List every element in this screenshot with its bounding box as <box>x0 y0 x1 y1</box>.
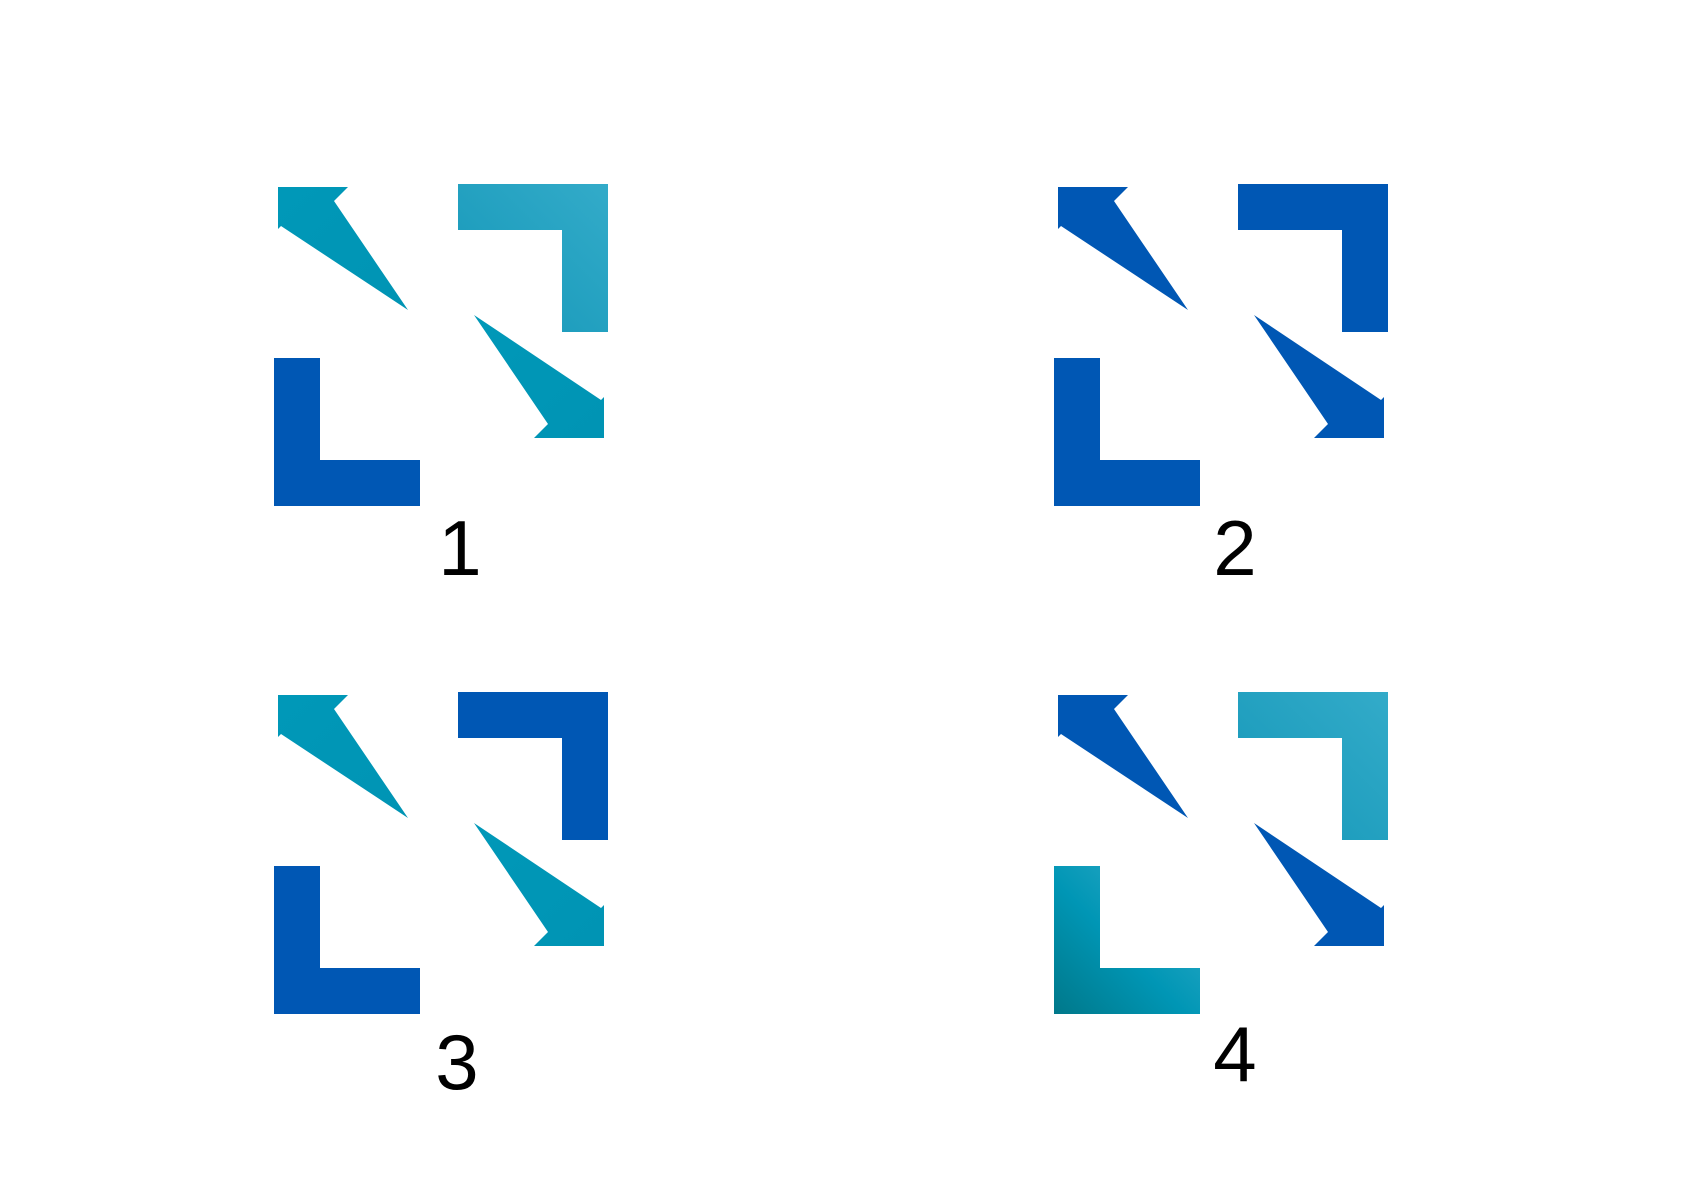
bottom-left-corner <box>1054 358 1200 506</box>
top-left-arrow <box>1058 187 1188 310</box>
bottom-right-arrow <box>474 315 604 438</box>
variant-number: 1 <box>438 504 482 592</box>
top-left-arrow <box>1058 695 1188 818</box>
expand-arrows-icon-4 <box>1054 692 1388 1014</box>
bottom-left-corner <box>1054 866 1200 1014</box>
bottom-right-arrow <box>1254 823 1384 946</box>
top-left-arrow <box>278 695 408 818</box>
top-right-corner <box>458 692 608 840</box>
bottom-left-corner <box>274 358 420 506</box>
bottom-right-arrow <box>474 823 604 946</box>
variant-number: 4 <box>1213 1010 1257 1098</box>
top-right-corner <box>1238 692 1388 840</box>
top-left-arrow <box>278 187 408 310</box>
variant-number: 2 <box>1213 504 1257 592</box>
top-right-corner <box>458 184 608 332</box>
expand-arrows-icon-1 <box>274 184 608 506</box>
variant-3: 3 <box>270 678 630 1102</box>
expand-arrows-icon-2 <box>1054 184 1388 506</box>
variant-2: 2 <box>1050 170 1410 590</box>
variant-number: 3 <box>435 1018 479 1106</box>
bottom-left-corner <box>274 866 420 1014</box>
expand-arrows-icon-3 <box>274 692 608 1014</box>
bottom-right-arrow <box>1254 315 1384 438</box>
variant-1: 1 <box>270 170 630 590</box>
top-right-corner <box>1238 184 1388 332</box>
variant-4: 4 <box>1050 678 1410 1098</box>
